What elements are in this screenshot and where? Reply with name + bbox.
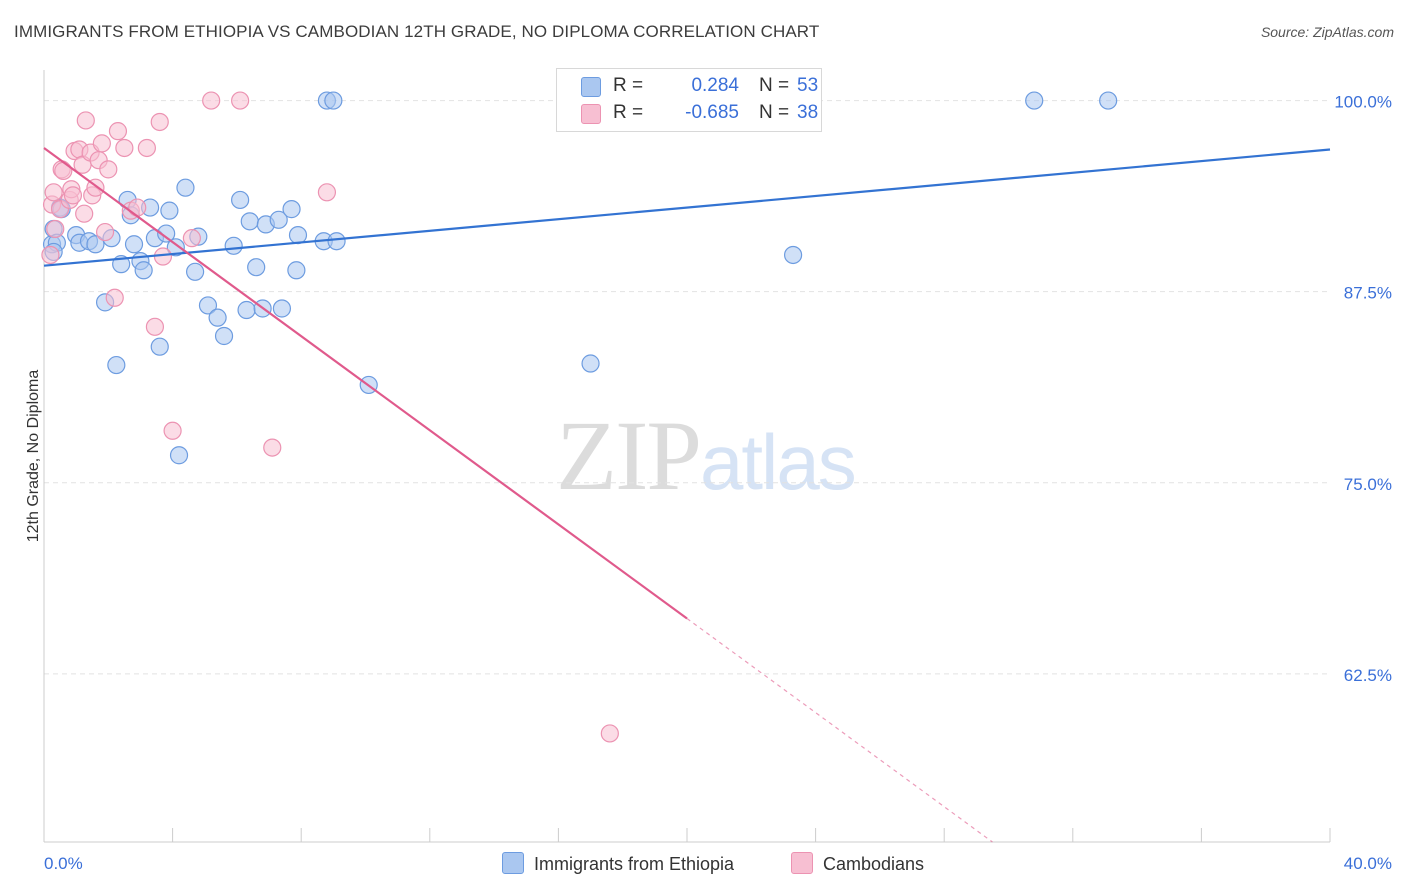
data-point-cambodians: [263, 438, 282, 457]
data-point-cambodians: [105, 288, 124, 307]
legend-swatch-cambodians: [581, 104, 601, 124]
r-label: R =: [613, 102, 644, 123]
data-point-ethiopia: [214, 326, 234, 346]
data-point-cambodians: [46, 219, 65, 239]
data-point-ethiopia: [1099, 91, 1118, 110]
watermark-zip: ZIP: [556, 400, 702, 511]
data-point-cambodians: [54, 161, 73, 180]
data-point-cambodians: [92, 134, 111, 153]
data-point-ethiopia: [169, 446, 189, 465]
legend-label-cambodians: Cambodians: [823, 854, 925, 874]
data-point-cambodians: [75, 204, 94, 223]
data-point-ethiopia: [272, 299, 292, 318]
data-point-ethiopia: [186, 262, 205, 281]
trend-line-ethiopia: [43, 148, 1331, 267]
trend-line-extension-cambodians: [686, 618, 993, 843]
x-tick-label: 0.0%: [44, 854, 83, 873]
r-label: R =: [613, 75, 644, 96]
data-point-cambodians: [317, 183, 337, 202]
data-point-cambodians: [231, 91, 250, 110]
data-point-cambodians: [182, 229, 201, 248]
y-tick-label: 100.0%: [1334, 93, 1392, 112]
data-point-cambodians: [95, 222, 115, 242]
data-point-ethiopia: [134, 261, 153, 280]
data-point-cambodians: [99, 160, 118, 179]
chart-title: IMMIGRANTS FROM ETHIOPIA VS CAMBODIAN 12…: [14, 22, 820, 41]
legend-swatch-cambodians: [791, 852, 813, 874]
data-point-ethiopia: [324, 91, 343, 110]
n-value: 53: [797, 75, 819, 96]
data-point-ethiopia: [288, 226, 308, 245]
legend-swatch-ethiopia: [502, 852, 524, 874]
data-point-cambodians: [108, 122, 128, 141]
data-point-ethiopia: [240, 212, 259, 231]
watermark-atlas: atlas: [700, 418, 857, 506]
y-tick-label: 62.5%: [1344, 666, 1392, 685]
legend-swatch-ethiopia: [581, 77, 601, 97]
data-point-ethiopia: [176, 178, 195, 197]
data-point-cambodians: [137, 138, 156, 158]
y-tick-label: 75.0%: [1344, 475, 1392, 494]
trend-line-cambodians: [43, 147, 688, 620]
data-point-ethiopia: [269, 210, 288, 229]
r-value: 0.284: [691, 75, 739, 96]
data-point-ethiopia: [208, 308, 227, 327]
data-point-ethiopia: [237, 300, 256, 320]
watermark: ZIPatlas: [556, 398, 857, 513]
data-point-ethiopia: [287, 261, 306, 280]
data-point-ethiopia: [160, 201, 179, 220]
data-point-cambodians: [145, 317, 165, 336]
n-label: N =: [759, 102, 790, 123]
data-point-cambodians: [163, 421, 182, 440]
n-label: N =: [759, 75, 790, 96]
data-point-cambodians: [44, 183, 63, 202]
data-point-ethiopia: [231, 190, 250, 210]
data-point-ethiopia: [1025, 91, 1044, 110]
data-point-ethiopia: [124, 235, 144, 254]
r-value: -0.685: [685, 102, 739, 123]
data-point-ethiopia: [247, 258, 266, 277]
data-point-cambodians: [63, 186, 83, 205]
n-value: 38: [797, 102, 819, 123]
source-label: Source: ZipAtlas.com: [1260, 24, 1394, 40]
data-point-cambodians: [150, 112, 169, 132]
data-point-ethiopia: [198, 296, 218, 315]
data-point-cambodians: [202, 91, 221, 110]
data-point-ethiopia: [282, 200, 301, 219]
data-point-ethiopia: [224, 236, 243, 255]
data-point-cambodians: [115, 138, 134, 158]
data-point-ethiopia: [327, 232, 346, 251]
data-point-ethiopia: [86, 235, 105, 254]
data-point-cambodians: [128, 198, 147, 217]
stats-legend: R = 0.284 N = 53 R = -0.685 N = 38: [556, 68, 822, 132]
y-axis-label: 12th Grade, No Diploma: [25, 369, 42, 543]
data-point-ethiopia: [157, 224, 176, 243]
x-tick-label: 40.0%: [1344, 854, 1392, 873]
data-point-cambodians: [76, 111, 95, 130]
data-point-ethiopia: [107, 355, 126, 375]
data-point-cambodians: [41, 245, 60, 265]
data-point-ethiopia: [783, 245, 803, 265]
data-point-ethiopia: [166, 238, 185, 257]
y-tick-label: 87.5%: [1344, 284, 1392, 303]
legend-item-ethiopia[interactable]: Immigrants from Ethiopia: [502, 852, 734, 875]
data-point-ethiopia: [581, 354, 600, 373]
data-point-ethiopia: [150, 337, 169, 356]
data-point-cambodians: [600, 724, 619, 743]
legend-item-cambodians[interactable]: Cambodians: [791, 852, 924, 875]
legend-label-ethiopia: Immigrants from Ethiopia: [534, 854, 735, 874]
